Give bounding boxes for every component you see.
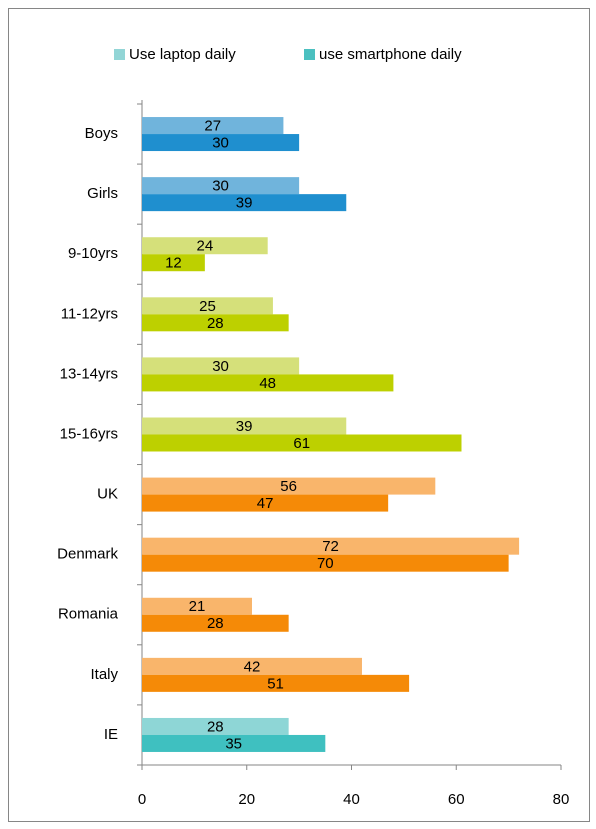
value-label: 39	[236, 195, 253, 212]
y-tick-label: 9-10yrs	[68, 245, 118, 262]
value-label: 35	[225, 735, 242, 752]
bar	[142, 297, 273, 315]
x-tick-label: 40	[343, 791, 360, 808]
y-tick-label: UK	[97, 486, 118, 503]
value-label: 24	[197, 238, 214, 255]
legend-label: use smartphone daily	[319, 46, 462, 63]
legend-label: Use laptop daily	[129, 46, 236, 63]
bar	[142, 237, 268, 255]
legend-swatch	[114, 49, 125, 60]
bar	[142, 374, 394, 392]
y-tick-label: 13-14yrs	[60, 365, 118, 382]
y-tick-label: Denmark	[57, 546, 118, 563]
bar	[142, 254, 205, 272]
value-label: 27	[204, 118, 221, 135]
value-label: 25	[199, 298, 216, 315]
value-label: 30	[212, 358, 229, 375]
value-label: 21	[189, 598, 206, 615]
bar	[142, 357, 300, 375]
value-label: 30	[212, 178, 229, 195]
y-tick-label: 15-16yrs	[60, 425, 118, 442]
bar	[142, 734, 326, 752]
bar	[142, 717, 289, 735]
legend-swatch	[304, 49, 315, 60]
value-label: 61	[293, 435, 310, 452]
x-tick-label: 20	[238, 791, 255, 808]
value-label: 39	[236, 418, 253, 435]
y-tick-label: Italy	[90, 666, 118, 683]
bar	[142, 477, 436, 495]
value-label: 12	[165, 255, 182, 272]
bar	[142, 657, 362, 675]
y-tick-label: 11-12yrs	[61, 305, 118, 322]
value-label: 70	[317, 555, 334, 572]
bar	[142, 494, 389, 512]
value-label: 56	[280, 478, 297, 495]
bar	[142, 177, 300, 195]
bar	[142, 134, 300, 152]
value-label: 47	[257, 495, 274, 512]
x-tick-label: 60	[448, 791, 465, 808]
bar	[142, 417, 347, 435]
bar	[142, 674, 410, 692]
x-tick-label: 80	[553, 791, 570, 808]
value-label: 51	[267, 675, 284, 692]
y-tick-label: Girls	[87, 185, 118, 202]
value-label: 28	[207, 315, 224, 332]
bar	[142, 117, 284, 135]
bar	[142, 614, 289, 632]
value-label: 28	[207, 718, 224, 735]
bar	[142, 554, 509, 572]
value-label: 72	[322, 538, 339, 555]
bar	[142, 537, 520, 555]
bar	[142, 434, 462, 452]
y-tick-label: Boys	[85, 125, 118, 142]
value-label: 42	[244, 658, 261, 675]
value-label: 30	[212, 135, 229, 152]
value-label: 28	[207, 615, 224, 632]
bar	[142, 597, 252, 615]
y-tick-label: IE	[104, 726, 118, 743]
y-tick-label: Romania	[58, 606, 119, 623]
bar	[142, 314, 289, 332]
value-label: 48	[259, 375, 276, 392]
bar	[142, 194, 347, 212]
x-tick-label: 0	[138, 791, 146, 808]
